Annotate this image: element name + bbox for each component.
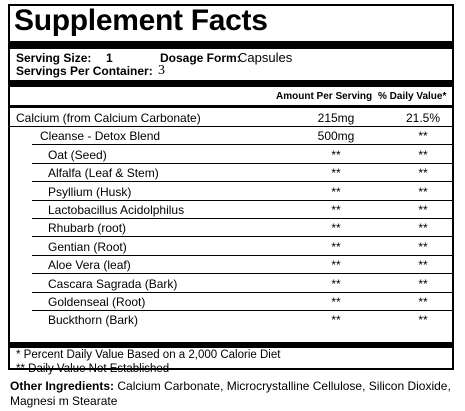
panel-title: Supplement Facts <box>14 4 268 37</box>
row-divider <box>32 181 452 183</box>
amount-per-serving: 500mg <box>317 129 355 144</box>
amount-per-serving: ** <box>331 166 341 181</box>
table-row: Alfalfa (Leaf & Stem) ** ** <box>10 164 452 183</box>
nutrient-name: Cleanse - Detox Blend <box>40 129 161 144</box>
row-divider <box>32 162 452 164</box>
row-divider <box>32 273 452 275</box>
row-divider <box>32 199 452 201</box>
column-header-amount: Amount Per Serving <box>276 91 373 102</box>
daily-value: ** <box>418 129 428 144</box>
nutrient-name: Lactobacillus Acidolphilus <box>48 203 185 217</box>
table-row: Aloe Vera (leaf) ** ** <box>10 256 452 275</box>
table-row: Gentian (Root) ** ** <box>10 238 452 256</box>
dosage-form-value: Capsules <box>238 50 293 65</box>
servings-per-container-label: Servings Per Container: <box>16 64 153 78</box>
other-ingredients-label: Other Ingredients: <box>10 379 115 393</box>
serving-size-value: 1 <box>106 51 113 65</box>
daily-value: ** <box>418 295 428 309</box>
row-divider <box>32 218 452 219</box>
daily-value: ** <box>418 221 428 236</box>
table-row: Buckthorn (Bark) ** ** <box>10 311 452 329</box>
nutrient-name: Calcium (from Calcium Carbonate) <box>16 111 201 125</box>
amount-per-serving: ** <box>331 184 341 199</box>
daily-value: ** <box>418 239 428 254</box>
amount-per-serving: 215mg <box>317 111 355 125</box>
amount-per-serving: ** <box>331 295 341 309</box>
nutrient-name: Psyllium (Husk) <box>48 184 132 199</box>
row-divider <box>32 236 452 238</box>
nutrient-name: Buckthorn (Bark) <box>48 313 139 328</box>
dosage-form-label: Dosage Form: <box>160 51 241 65</box>
row-divider <box>32 144 452 146</box>
row-divider <box>32 254 452 256</box>
nutrient-name: Aloe Vera (leaf) <box>48 258 131 273</box>
nutrient-name: Goldenseal (Root) <box>48 295 146 309</box>
amount-per-serving: ** <box>331 239 341 254</box>
row-divider <box>10 126 452 127</box>
medium-divider <box>10 105 452 108</box>
thick-divider-bottom <box>10 342 452 348</box>
table-row: Psyllium (Husk) ** ** <box>10 183 452 201</box>
row-divider <box>32 291 452 293</box>
daily-value: ** <box>418 184 428 199</box>
table-row: Goldenseal (Root) ** ** <box>10 293 452 311</box>
nutrient-name: Rhubarb (root) <box>48 221 127 236</box>
nutrient-name: Alfalfa (Leaf & Stem) <box>48 166 159 181</box>
other-ingredients-text: Calcium Carbonate, Microcrystalline Cell… <box>10 379 451 408</box>
supplement-facts-panel: Supplement Facts Serving Size: 1 Dosage … <box>8 4 454 375</box>
daily-value: ** <box>418 313 428 328</box>
amount-per-serving: ** <box>331 258 341 273</box>
serving-size-label: Serving Size: <box>16 51 92 65</box>
thick-divider-header <box>10 80 452 87</box>
table-row: Lactobacillus Acidolphilus ** ** <box>10 201 452 219</box>
daily-value: ** <box>418 276 428 291</box>
daily-value: ** <box>418 147 428 162</box>
amount-per-serving: ** <box>331 221 341 236</box>
nutrient-name: Gentian (Root) <box>48 239 127 254</box>
amount-per-serving: ** <box>331 276 341 291</box>
table-row: Cascara Sagrada (Bark) ** ** <box>10 275 452 293</box>
table-row: Cleanse - Detox Blend 500mg ** <box>10 127 452 146</box>
footnote-daily-value: * Percent Daily Value Based on a 2,000 C… <box>16 349 281 361</box>
footnote-not-established: ** Daily Value Not Established <box>16 363 170 375</box>
row-divider <box>32 310 452 311</box>
amount-per-serving: ** <box>331 203 341 217</box>
daily-value: ** <box>418 203 428 217</box>
other-ingredients: Other Ingredients: Calcium Carbonate, Mi… <box>10 379 455 409</box>
thick-divider-top <box>10 41 452 49</box>
daily-value: ** <box>418 166 428 181</box>
table-row: Oat (Seed) ** ** <box>10 146 452 164</box>
nutrient-name: Cascara Sagrada (Bark) <box>48 276 178 291</box>
amount-per-serving: ** <box>331 313 341 328</box>
column-header-daily-value: % Daily Value* <box>378 91 447 102</box>
table-row: Calcium (from Calcium Carbonate) 215mg 21.… <box>10 109 452 127</box>
table-row: Rhubarb (root) ** ** <box>10 219 452 238</box>
nutrient-name: Oat (Seed) <box>48 147 107 162</box>
daily-value: 21.5% <box>405 111 441 125</box>
servings-per-container-value: 3 <box>158 63 165 78</box>
daily-value: ** <box>418 258 428 273</box>
amount-per-serving: ** <box>331 147 341 162</box>
